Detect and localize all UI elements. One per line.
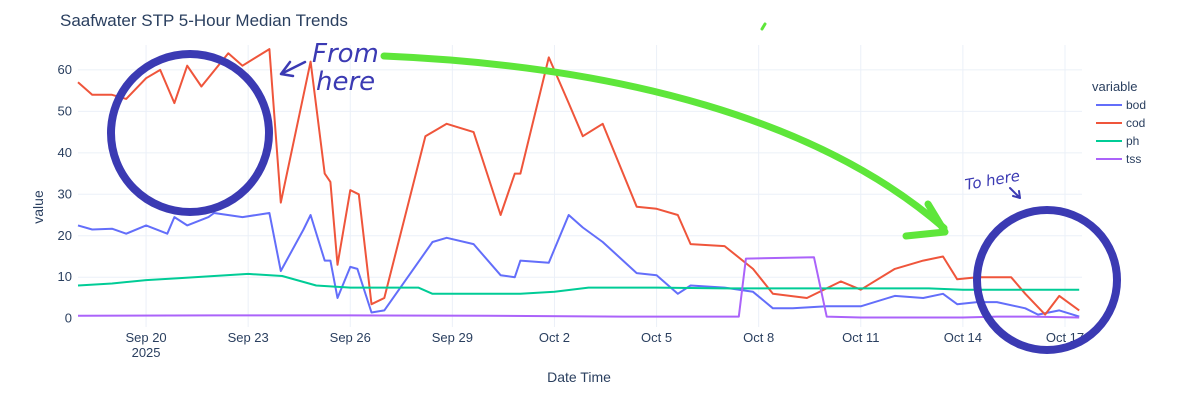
series-line-cod (77, 48, 1080, 316)
green-tick-mark (760, 22, 767, 31)
y-tick-label: 40 (58, 145, 72, 160)
series-line-bod (77, 212, 1080, 318)
y-axis-ticks: 0 10 20 30 40 50 60 (58, 62, 72, 326)
green-arrow-annotation (380, 52, 948, 232)
x-tick-label: Sep 26 (330, 330, 371, 345)
y-tick-label: 50 (58, 103, 72, 118)
x-tick-label: Oct 2 (539, 330, 570, 345)
series-line-ph (77, 272, 1080, 295)
legend-label-bod[interactable]: bod (1126, 98, 1146, 112)
x-tick-sublabel: 2025 (132, 345, 161, 360)
legend-label-cod[interactable]: cod (1126, 116, 1145, 130)
from-annotation-text-2: here (316, 67, 375, 97)
x-tick-label: Sep 20 (125, 330, 166, 345)
y-tick-label: 0 (65, 311, 72, 326)
x-tick-label: Oct 8 (743, 330, 774, 345)
series-line-tss (77, 256, 1080, 319)
series-lines (77, 48, 1080, 319)
chart-title: Saafwater STP 5-Hour Median Trends (60, 11, 348, 30)
x-tick-label: Oct 14 (944, 330, 982, 345)
y-tick-label: 30 (58, 186, 72, 201)
y-tick-label: 20 (58, 228, 72, 243)
x-tick-label: Sep 29 (432, 330, 473, 345)
from-arrow-annotation (279, 60, 307, 78)
x-axis-title: Date Time (547, 369, 611, 385)
to-arrow-annotation (1009, 187, 1021, 199)
green-arrowhead-annotation (902, 200, 949, 240)
x-tick-label: Oct 5 (641, 330, 672, 345)
legend: bod cod ph tss (1096, 98, 1146, 166)
y-tick-label: 60 (58, 62, 72, 77)
from-annotation-text-1: From (312, 39, 379, 69)
y-tick-label: 10 (58, 269, 72, 284)
legend-label-ph[interactable]: ph (1126, 134, 1139, 148)
from-circle-annotation (107, 50, 273, 216)
grid (78, 45, 1082, 327)
to-circle-annotation (973, 206, 1121, 354)
legend-label-tss[interactable]: tss (1126, 152, 1141, 166)
x-tick-label: Oct 11 (842, 330, 879, 345)
legend-title: variable (1092, 79, 1138, 94)
x-tick-label: Sep 23 (228, 330, 269, 345)
y-axis-title: value (30, 190, 46, 224)
